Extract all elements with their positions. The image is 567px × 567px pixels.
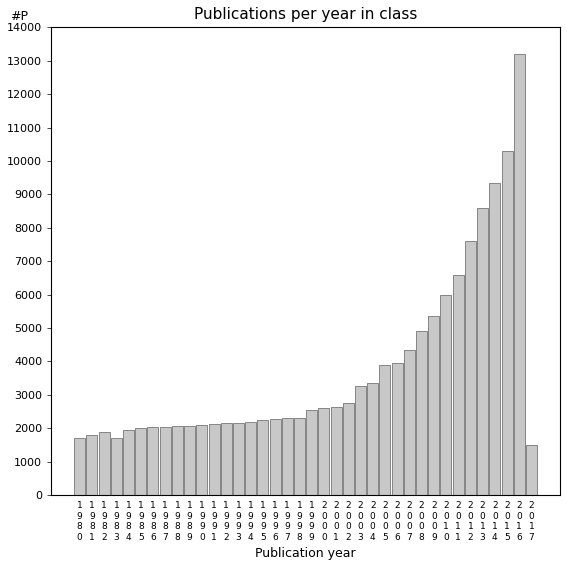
Bar: [184, 426, 195, 495]
Bar: [233, 423, 244, 495]
Bar: [416, 331, 427, 495]
Text: #P: #P: [10, 10, 28, 23]
Bar: [489, 183, 500, 495]
Bar: [172, 426, 183, 495]
Bar: [99, 431, 109, 495]
Bar: [319, 408, 329, 495]
Bar: [428, 316, 439, 495]
Bar: [477, 208, 488, 495]
Bar: [514, 54, 524, 495]
Bar: [196, 425, 208, 495]
Bar: [160, 426, 171, 495]
Bar: [136, 428, 146, 495]
Bar: [294, 418, 305, 495]
Bar: [452, 274, 464, 495]
Bar: [379, 365, 391, 495]
Bar: [392, 363, 403, 495]
Bar: [123, 430, 134, 495]
Bar: [245, 421, 256, 495]
Bar: [441, 295, 451, 495]
Bar: [526, 445, 537, 495]
Bar: [147, 427, 158, 495]
Bar: [343, 403, 354, 495]
Bar: [111, 438, 122, 495]
X-axis label: Publication year: Publication year: [255, 547, 356, 560]
Bar: [269, 419, 281, 495]
Bar: [257, 420, 268, 495]
Bar: [404, 350, 415, 495]
Bar: [74, 438, 85, 495]
Bar: [221, 423, 232, 495]
Bar: [502, 151, 513, 495]
Bar: [331, 407, 341, 495]
Bar: [306, 409, 317, 495]
Bar: [355, 387, 366, 495]
Title: Publications per year in class: Publications per year in class: [194, 7, 417, 22]
Bar: [367, 383, 378, 495]
Bar: [465, 241, 476, 495]
Bar: [209, 424, 219, 495]
Bar: [86, 435, 98, 495]
Bar: [282, 418, 293, 495]
